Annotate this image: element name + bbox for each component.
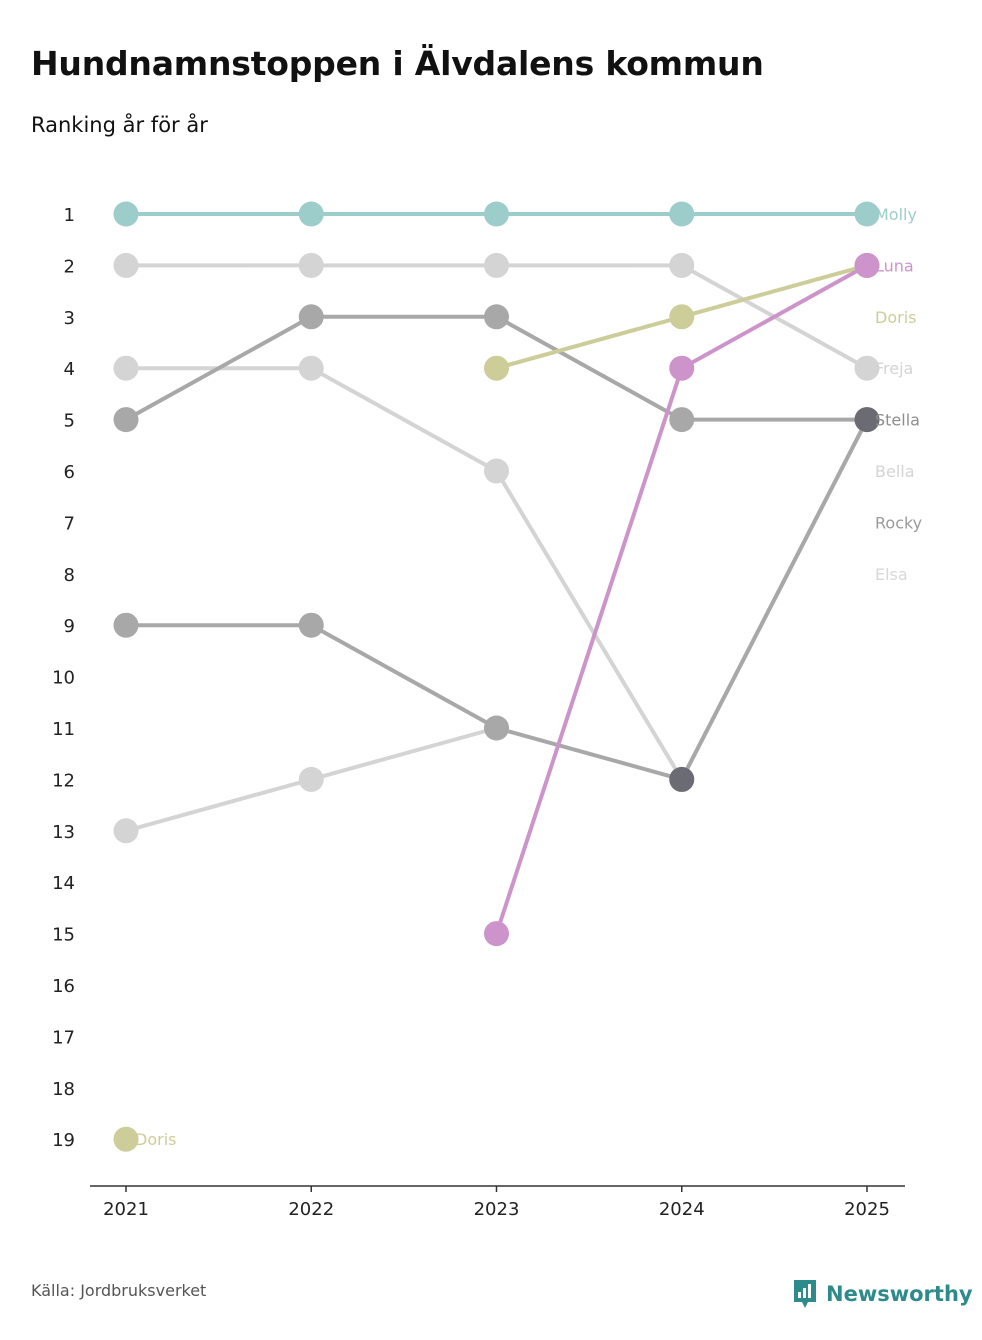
end-label-freja: Freja — [875, 359, 913, 378]
line-segment-elsa — [124, 777, 314, 833]
point-stella — [113, 612, 139, 638]
x-tick-label: 2021 — [103, 1199, 149, 1220]
point-doris — [669, 304, 695, 330]
line-segment-stella — [679, 417, 869, 782]
point-stella — [669, 766, 695, 792]
brand-logo: Newsworthy — [792, 1278, 973, 1310]
point-doris — [484, 355, 509, 381]
y-tick-label: 14 — [52, 873, 75, 894]
point-luna — [669, 355, 695, 381]
y-tick-label: 6 — [64, 462, 75, 483]
x-tick-label: 2022 — [288, 1199, 334, 1220]
newsworthy-logo-icon — [794, 1280, 816, 1308]
end-label-rocky: Rocky — [875, 513, 922, 532]
y-tick-label: 10 — [52, 668, 75, 689]
point-molly — [113, 201, 139, 227]
point-elsa — [113, 818, 139, 844]
point-rocky — [484, 304, 509, 330]
point-rocky — [669, 407, 695, 433]
point-rocky — [113, 407, 139, 433]
point-molly — [669, 201, 695, 227]
y-tick-label: 16 — [52, 976, 75, 997]
y-tick-label: 4 — [64, 359, 75, 380]
point-freja — [113, 252, 139, 278]
line-segment-doris — [494, 314, 684, 371]
point-luna — [484, 921, 509, 947]
point-molly — [484, 201, 509, 227]
y-tick-label: 17 — [52, 1027, 75, 1048]
y-tick-label: 13 — [52, 822, 75, 843]
point-elsa — [298, 766, 324, 792]
end-label-luna: Luna — [875, 256, 914, 275]
line-segment-stella — [494, 726, 684, 782]
point-doris — [113, 1126, 139, 1152]
end-label-molly: Molly — [875, 205, 917, 224]
line-segment-bella — [309, 366, 499, 473]
start-label-doris: Doris — [135, 1130, 176, 1149]
brand-name: Newsworthy — [826, 1282, 973, 1306]
y-tick-label: 11 — [52, 719, 75, 740]
line-segment-rocky — [124, 314, 314, 422]
y-tick-label: 5 — [64, 411, 75, 432]
point-bella — [298, 355, 324, 381]
x-axis: 2021 2022 2023 2024 2025 — [90, 1185, 905, 1220]
line-segment-luna — [494, 366, 684, 936]
point-freja — [484, 252, 509, 278]
line-segment-bella — [494, 469, 684, 782]
y-tick-label: 15 — [52, 925, 75, 946]
y-tick-label: 19 — [52, 1130, 75, 1151]
point-freja — [854, 355, 880, 381]
point-stella — [854, 407, 880, 433]
end-label-elsa: Elsa — [875, 565, 908, 584]
series-points — [113, 201, 880, 1152]
line-segment-luna — [679, 263, 869, 371]
point-stella — [484, 715, 509, 741]
y-tick-label: 2 — [64, 256, 75, 277]
x-tick-label: 2025 — [844, 1199, 890, 1220]
chart-title: Hundnamnstoppen i Älvdalens kommun — [31, 44, 764, 83]
line-segment-elsa — [309, 726, 499, 782]
line-segment-rocky — [494, 314, 684, 422]
point-molly — [298, 201, 324, 227]
point-bella — [113, 355, 139, 381]
end-label-bella: Bella — [875, 462, 915, 481]
source-note: Källa: Jordbruksverket — [31, 1281, 207, 1300]
end-label-doris: Doris — [875, 308, 916, 327]
y-tick-label: 18 — [52, 1079, 75, 1100]
x-tick-label: 2023 — [474, 1199, 520, 1220]
point-freja — [669, 252, 695, 278]
series-lines — [124, 212, 869, 936]
y-tick-label: 3 — [64, 308, 75, 329]
point-luna — [854, 252, 880, 278]
chart-subtitle: Ranking år för år — [31, 113, 208, 137]
series-labels: Molly Luna Doris Freja Stella Bella Rocky Elsa D… — [135, 205, 922, 1149]
line-segment-doris — [679, 263, 869, 319]
y-tick-label: 7 — [64, 513, 75, 534]
y-tick-label: 12 — [52, 770, 75, 791]
y-tick-label: 8 — [64, 565, 75, 586]
y-tick-label: 9 — [64, 616, 75, 637]
point-stella — [298, 612, 324, 638]
line-segment-stella — [309, 623, 499, 730]
point-bella — [484, 458, 509, 484]
y-tick-label: 1 — [64, 205, 75, 226]
point-molly — [854, 201, 880, 227]
end-label-stella: Stella — [875, 411, 920, 430]
x-tick-label: 2024 — [659, 1199, 705, 1220]
point-rocky — [298, 304, 324, 330]
point-freja — [298, 252, 324, 278]
